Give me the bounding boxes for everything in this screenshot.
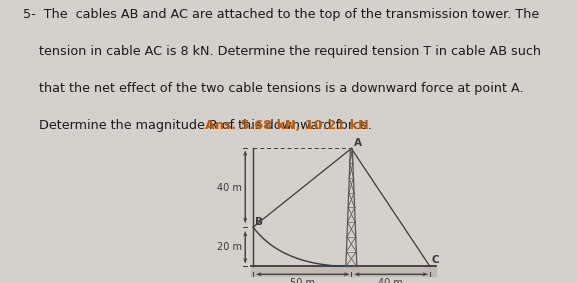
Text: 50 m: 50 m <box>290 278 314 283</box>
Text: 5-  The  cables AB and AC are attached to the top of the transmission tower. The: 5- The cables AB and AC are attached to … <box>23 8 539 22</box>
Text: that the net effect of the two cable tensions is a downward force at point A.: that the net effect of the two cable ten… <box>23 82 524 95</box>
Text: Ans. 5.68 kN, 10.21 kN: Ans. 5.68 kN, 10.21 kN <box>205 119 369 132</box>
Text: 40 m: 40 m <box>218 183 242 193</box>
Text: A: A <box>354 138 362 148</box>
Text: B: B <box>255 217 263 227</box>
Text: tension in cable AC is 8 kN. Determine the required tension T in cable AB such: tension in cable AC is 8 kN. Determine t… <box>23 45 541 58</box>
Text: 40 m: 40 m <box>379 278 403 283</box>
Text: C: C <box>432 256 440 265</box>
Text: 20 m: 20 m <box>218 242 242 252</box>
Text: Determine the magnitude R of this downward force.: Determine the magnitude R of this downwa… <box>23 119 376 132</box>
